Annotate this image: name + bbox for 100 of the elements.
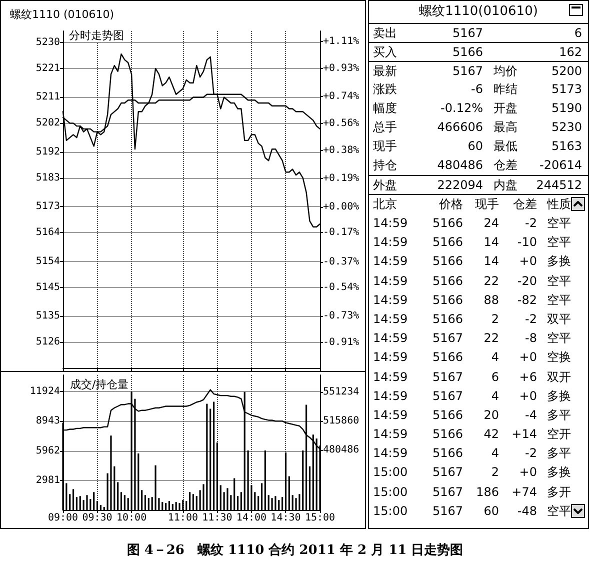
text: 开盘 [492, 100, 518, 117]
text: 5167 [451, 63, 483, 80]
y2-tick-label: 515860 [323, 416, 360, 427]
text: -2 [524, 310, 537, 328]
text: 5200 [550, 63, 582, 80]
text: 244512 [535, 177, 582, 194]
text: 最高 [492, 119, 518, 136]
y2-tick-label: +1.11% [323, 36, 360, 47]
text: +0 [518, 253, 537, 270]
text: 5167 [431, 330, 463, 348]
text: 双开 [546, 368, 571, 386]
text: 北京 [373, 196, 398, 213]
y-tick-label: 5211 [36, 92, 60, 103]
text: 22 [482, 330, 499, 348]
text: 最低 [492, 138, 518, 155]
x-tick-label: 11:00 [168, 512, 198, 524]
text: +6 [518, 368, 537, 386]
x-tick-label: 14:00 [236, 512, 267, 524]
text: 螺纹1110(010610) [419, 3, 538, 21]
y2-tick-label: 551234 [323, 386, 360, 398]
text: 186 [475, 484, 499, 501]
text: 5166 [431, 349, 463, 366]
text: 性质 [546, 196, 571, 213]
text: 5166 [431, 445, 463, 462]
text: 5166 [451, 44, 483, 61]
text: 5173 [550, 81, 582, 98]
text: 5190 [550, 100, 582, 117]
text: 4 [490, 445, 499, 462]
text: 2 [490, 464, 499, 482]
text: 空平 [546, 215, 571, 232]
text: 5166 [431, 234, 463, 252]
text: -4 [524, 406, 537, 424]
text: 4 [490, 388, 499, 405]
text: 昨结 [492, 81, 518, 98]
text: -2 [524, 215, 537, 232]
x-tick-label: 14:30 [270, 512, 301, 524]
text: 仓差 [512, 196, 537, 213]
text: +0 [518, 388, 537, 405]
text: 双平 [546, 310, 571, 328]
y2-tick-label: +0.00% [323, 201, 360, 212]
text: 14:59 [373, 215, 409, 232]
y2-tick-label: +0.74% [323, 91, 360, 102]
y-tick-label: 5962 [36, 445, 60, 456]
y2-tick-label: -0.17% [323, 226, 360, 238]
text: 466606 [436, 119, 483, 136]
text: 空平 [546, 330, 571, 348]
text: 5167 [431, 464, 463, 482]
text: 20 [482, 406, 499, 424]
x-tick-label: 10:00 [116, 512, 147, 524]
text: 5166 [431, 406, 463, 424]
y-tick-label: 5145 [36, 282, 60, 293]
text: 5166 [431, 215, 463, 232]
text: 15:00 [373, 464, 409, 482]
text: 14:59 [373, 253, 409, 270]
text: -20614 [538, 157, 582, 174]
text: 14:59 [373, 349, 409, 366]
text: 14:59 [373, 310, 409, 328]
text: 价格 [438, 196, 463, 213]
text: 60 [466, 138, 483, 155]
text: 5167 [451, 25, 483, 42]
text: -8 [524, 330, 537, 348]
y2-tick-label: +0.93% [323, 62, 360, 74]
y2-tick-label: +0.19% [323, 173, 360, 184]
text: 5166 [431, 426, 463, 444]
text: 5163 [550, 138, 582, 155]
text: 多平 [546, 445, 571, 462]
text: 5167 [431, 368, 463, 386]
text: +74 [510, 484, 537, 501]
chart-title: 螺纹1110 (010610) [10, 8, 114, 21]
text: 4 [490, 349, 499, 366]
text: +0 [518, 349, 537, 366]
text: 14:59 [373, 234, 409, 252]
y2-tick-label: -0.37% [323, 256, 360, 268]
text: -2 [524, 445, 537, 462]
y-tick-label: 5126 [36, 336, 60, 348]
text: 5167 [431, 484, 463, 501]
text: 5167 [431, 388, 463, 405]
y2-tick-label: -0.91% [323, 337, 360, 348]
y2-tick-label: -0.73% [323, 310, 360, 322]
text: 14:59 [373, 292, 409, 309]
y2-tick-label: 480486 [323, 444, 360, 456]
text: 涨跌 [373, 81, 398, 98]
text: 空平 [546, 234, 571, 252]
caption: 图 4－26 螺纹 1110 合约 2011 年 2 月 11 日走势图 [126, 542, 464, 559]
text: -6 [470, 81, 483, 98]
y-tick-label: 11924 [30, 386, 60, 398]
text: -20 [516, 272, 537, 290]
text: 空换 [546, 349, 571, 366]
text: 空平 [546, 502, 571, 520]
text: 5230 [550, 119, 582, 136]
text: 均价 [492, 63, 518, 80]
text: 内盘 [492, 177, 518, 194]
text: 6 [490, 368, 499, 386]
chart-subtitle: 分时走势图 [69, 29, 124, 42]
text: 14:59 [373, 388, 409, 405]
text: 空平 [546, 292, 571, 309]
x-tick-label: 15:00 [304, 512, 336, 524]
text: 空开 [546, 426, 571, 444]
y2-tick-label: -0.54% [323, 282, 360, 293]
text: 60 [482, 502, 499, 520]
